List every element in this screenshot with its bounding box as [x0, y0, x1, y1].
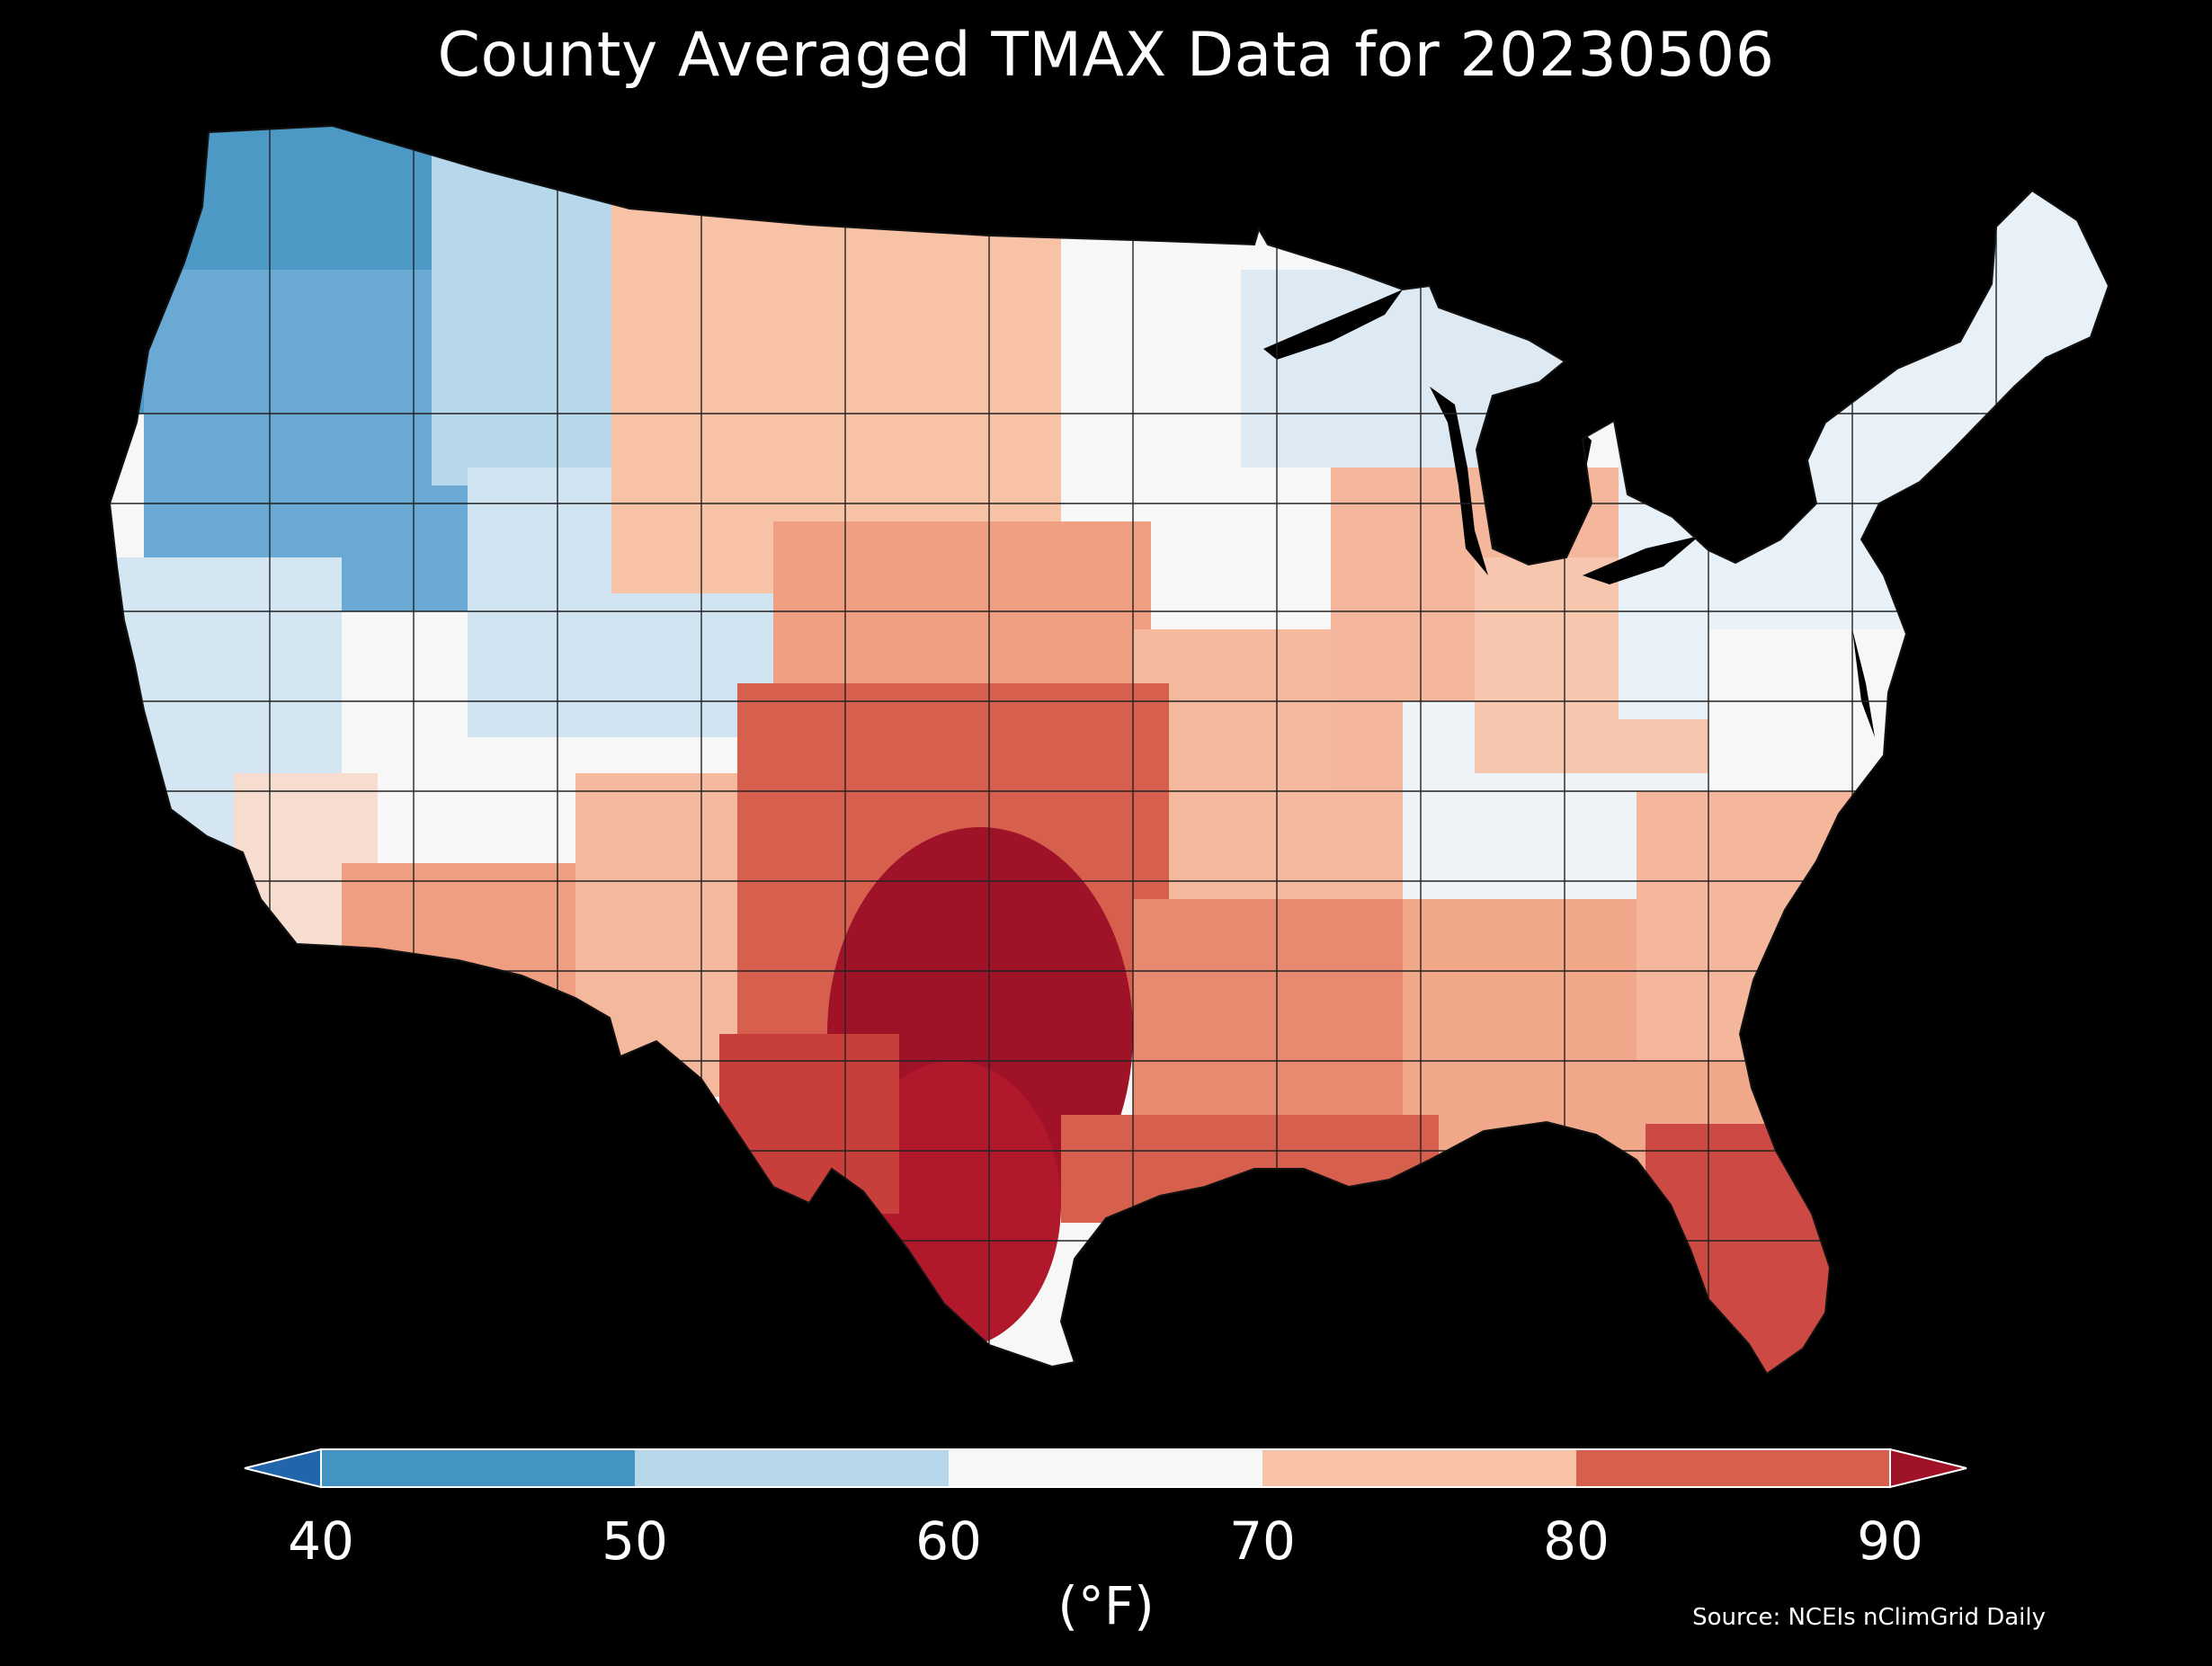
colorbar-extend-high — [1889, 1448, 1967, 1489]
lake-michigan — [1430, 387, 1488, 575]
colorbar-bin-80-90 — [1576, 1449, 1891, 1487]
colorbar-tick-80: 80 — [1543, 1510, 1610, 1572]
colorbar-tick-70: 70 — [1229, 1510, 1296, 1572]
colorbar-bin-40-50 — [321, 1449, 636, 1487]
region-great-basin — [144, 270, 486, 611]
colorbar-bins — [244, 1448, 1967, 1489]
colorbar-bin-70-80 — [1262, 1449, 1577, 1487]
colorbar-bin-50-60 — [635, 1449, 950, 1487]
map-title: County Averaged TMAX Data for 20230506 — [437, 20, 1775, 91]
colorbar-tick-60: 60 — [915, 1510, 982, 1572]
colorbar-frame — [320, 1448, 1891, 1488]
colorbar-tick-40: 40 — [288, 1510, 354, 1572]
chesapeake-bay — [1852, 629, 1875, 737]
colorbar-tick-50: 50 — [602, 1510, 668, 1572]
lake-huron — [1529, 414, 1592, 486]
colorbar-tick-90: 90 — [1857, 1510, 1923, 1572]
lake-superior — [1263, 290, 1403, 360]
colorbar-bin-60-70 — [949, 1449, 1263, 1487]
colorbar-unit-label: (°F) — [1057, 1575, 1155, 1636]
source-credit: Source: NCEIs nClimGrid Daily — [1692, 1604, 2046, 1631]
colorbar-extend-low — [244, 1448, 322, 1489]
lake-erie — [1583, 536, 1699, 584]
us-outline — [108, 124, 2110, 1376]
